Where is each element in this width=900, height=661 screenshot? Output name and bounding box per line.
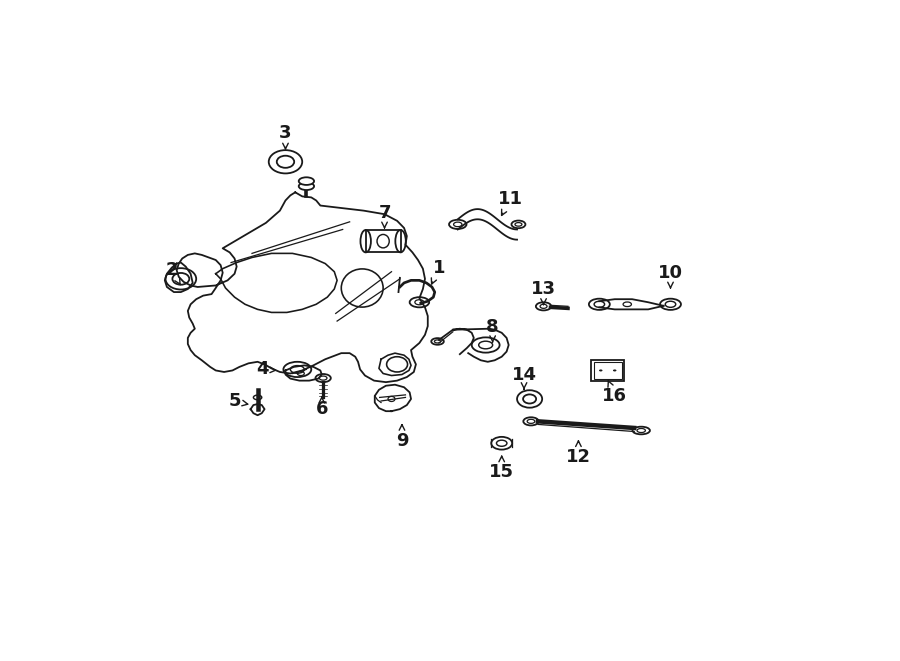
Bar: [594, 362, 622, 379]
Text: 8: 8: [486, 318, 499, 342]
Text: 16: 16: [602, 381, 627, 405]
Text: 15: 15: [490, 456, 514, 481]
Text: 3: 3: [279, 124, 292, 149]
Ellipse shape: [299, 177, 314, 185]
Text: 5: 5: [229, 393, 248, 410]
Text: 11: 11: [498, 190, 523, 215]
Text: 10: 10: [658, 264, 683, 288]
Ellipse shape: [613, 369, 617, 371]
Text: 2: 2: [166, 261, 180, 285]
Text: 7: 7: [378, 204, 391, 228]
Text: 14: 14: [511, 366, 536, 389]
Text: 6: 6: [316, 397, 328, 418]
Ellipse shape: [599, 369, 602, 371]
Bar: [591, 360, 625, 381]
Text: 1: 1: [431, 258, 446, 284]
Text: 4: 4: [256, 360, 275, 379]
Ellipse shape: [299, 182, 314, 190]
Text: 9: 9: [396, 424, 409, 449]
Bar: [365, 230, 400, 253]
Text: 13: 13: [531, 280, 556, 304]
Text: 12: 12: [566, 441, 591, 466]
